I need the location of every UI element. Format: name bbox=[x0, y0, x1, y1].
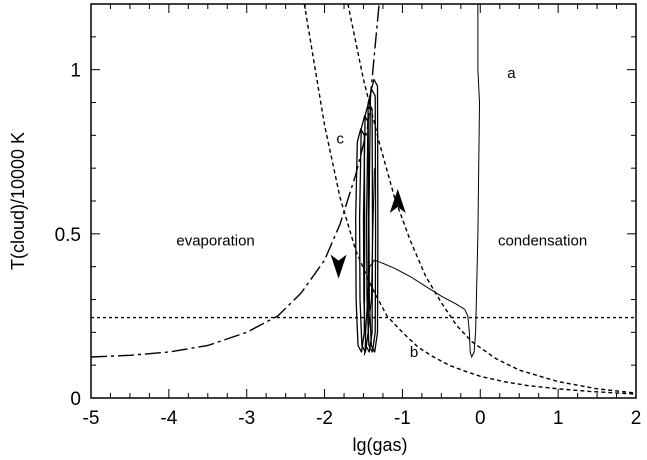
limit-cycle-loop bbox=[355, 128, 366, 353]
x-tick-labels: -5 -4 -3 -2 -1 0 1 2 bbox=[83, 408, 642, 429]
series-limit-cycle bbox=[355, 78, 379, 353]
limit-cycle-loop bbox=[365, 88, 377, 353]
x-axis-label: lg(gas) bbox=[352, 435, 407, 455]
x-tick-label: 1 bbox=[553, 408, 564, 429]
annotations: a b c evaporation condensation bbox=[176, 65, 587, 361]
x-tick-label: -5 bbox=[83, 408, 100, 429]
y-tick-label: 0.5 bbox=[55, 225, 81, 246]
arrowhead-up bbox=[389, 189, 406, 213]
series-long-dash-rising bbox=[91, 4, 380, 358]
annotation-label: a bbox=[507, 65, 516, 82]
y-tick-label: 1 bbox=[70, 61, 81, 82]
annotation-label: c bbox=[336, 131, 344, 148]
series-dashed-decreasing-outer bbox=[303, 4, 636, 395]
series-solid-trajectory-a bbox=[363, 4, 481, 359]
x-tick-label: -1 bbox=[394, 408, 411, 429]
x-tick-label: -2 bbox=[316, 408, 333, 429]
annotation-label: b bbox=[410, 344, 418, 361]
series-dashed-decreasing-inner bbox=[347, 4, 636, 394]
y-tick-labels: 00.51 bbox=[55, 61, 81, 410]
limit-cycle-loop bbox=[358, 114, 370, 353]
series-layer bbox=[91, 4, 636, 395]
y-tick-label: 0 bbox=[70, 389, 81, 410]
x-tick-label: -3 bbox=[238, 408, 255, 429]
x-tick-label: 0 bbox=[475, 408, 486, 429]
x-tick-label: -4 bbox=[160, 408, 177, 429]
y-axis-label: T(cloud)/10000 K bbox=[8, 132, 28, 270]
direction-arrows bbox=[330, 189, 406, 279]
x-tick-label: 2 bbox=[631, 408, 642, 429]
annotation-label: evaporation bbox=[176, 232, 254, 249]
arrowhead-down bbox=[330, 254, 347, 279]
axis-ticks bbox=[90, 3, 637, 399]
annotation-label: condensation bbox=[498, 232, 587, 249]
limit-cycle-loop bbox=[368, 78, 379, 353]
